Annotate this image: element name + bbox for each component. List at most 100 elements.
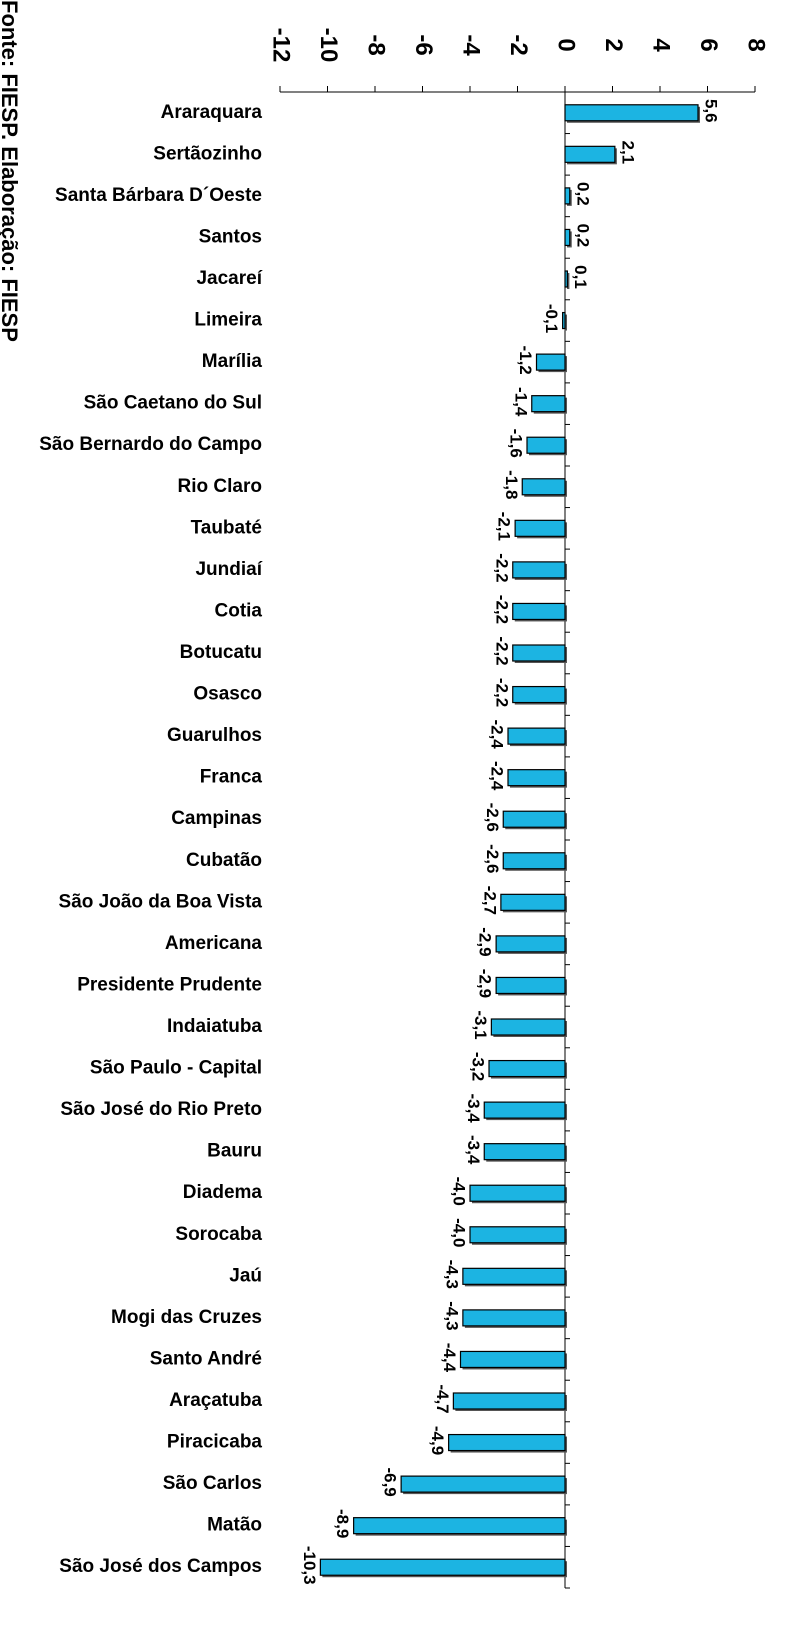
bar (462, 1267, 566, 1285)
bar (512, 685, 566, 704)
bar (495, 976, 566, 995)
y-tick-label: Jacareí (196, 268, 262, 289)
value-label: -2,7 (480, 886, 499, 915)
bar (564, 145, 616, 163)
bar (514, 519, 566, 537)
bar (564, 228, 571, 247)
bar (507, 727, 566, 745)
value-label: -6,9 (381, 1467, 400, 1496)
bar (483, 1101, 566, 1119)
value-label: -4,4 (440, 1343, 459, 1373)
y-tick-label: Mogi das Cruzes (111, 1307, 262, 1328)
y-tick-label: São José do Rio Preto (60, 1099, 262, 1120)
source-note: Fonte: FIESP. Elaboração: FIESP (0, 0, 22, 342)
value-label: -2,2 (492, 553, 511, 582)
x-tick-label: -12 (268, 28, 295, 63)
y-tick-label: São José dos Campos (59, 1556, 262, 1577)
value-label: -3,1 (471, 1010, 490, 1039)
value-label: 2,1 (618, 141, 637, 165)
y-tick-label: Franca (200, 767, 263, 788)
y-tick-label: Guarulhos (167, 725, 262, 746)
value-label: -2,4 (488, 719, 507, 749)
x-tick-label: 2 (600, 38, 627, 51)
y-tick-label: Campinas (171, 808, 262, 829)
bar (564, 270, 568, 288)
y-tick-label: Sertãozinho (153, 143, 262, 164)
bar (512, 602, 566, 621)
value-label: -10,3 (300, 1546, 319, 1585)
value-label: -3,4 (464, 1135, 483, 1165)
value-label: -4,3 (442, 1301, 461, 1330)
bar (353, 1517, 566, 1535)
value-label: -8,9 (333, 1509, 352, 1538)
bar (531, 395, 566, 413)
y-tick-label: Santa Bárbara D´Oeste (55, 185, 262, 206)
bar (500, 893, 566, 911)
x-tick-label: -6 (410, 34, 437, 55)
value-label: -2,6 (483, 803, 502, 832)
bar (469, 1184, 566, 1202)
y-tick-label: Marília (202, 351, 263, 372)
value-label: -4,9 (428, 1426, 447, 1455)
y-tick-label: Araçatuba (169, 1390, 262, 1411)
x-tick-label: -8 (363, 34, 390, 55)
bar (502, 852, 566, 870)
y-tick-label: Americana (165, 933, 263, 954)
y-tick-label: Cubatão (186, 850, 262, 871)
bar (400, 1475, 566, 1493)
y-tick-label: Matão (207, 1515, 262, 1536)
value-label: -1,6 (507, 429, 526, 458)
value-label: -4,0 (450, 1177, 469, 1206)
bar (469, 1226, 566, 1244)
y-tick-label: Jundiaí (195, 559, 262, 580)
y-tick-label: Diadema (183, 1182, 263, 1203)
y-tick-label: Presidente Prudente (77, 974, 262, 995)
y-tick-label: Limeira (194, 310, 262, 331)
bar (490, 1018, 566, 1036)
y-tick-label: Bauru (207, 1141, 262, 1162)
bar (502, 810, 566, 828)
y-tick-label: Araraquara (161, 102, 263, 123)
value-label: -2,2 (492, 678, 511, 707)
value-label: 5,6 (702, 99, 721, 123)
value-label: 0,2 (573, 224, 592, 248)
value-label: -4,0 (450, 1218, 469, 1247)
y-tick-label: São Paulo - Capital (90, 1058, 262, 1079)
value-label: -2,4 (488, 761, 507, 791)
x-tick-label: 6 (695, 38, 722, 51)
bar (535, 353, 566, 371)
bar-shadow (567, 273, 570, 289)
bar (459, 1350, 566, 1369)
bar (564, 187, 571, 205)
value-label: -2,1 (495, 512, 514, 541)
bar (495, 935, 566, 953)
value-label: 0,2 (573, 182, 592, 206)
bar (562, 311, 566, 330)
y-tick-label: Osasco (193, 684, 262, 705)
bar (488, 1059, 566, 1078)
value-label: -0,1 (542, 304, 561, 333)
y-tick-label: São João da Boa Vista (59, 891, 263, 912)
x-tick-label: 8 (743, 38, 770, 51)
y-tick-label: Rio Claro (178, 476, 262, 497)
x-tick-label: 4 (648, 38, 675, 52)
y-tick-label: Taubaté (191, 517, 262, 538)
y-tick-label: São Bernardo do Campo (39, 434, 262, 455)
value-label: -1,4 (511, 387, 530, 417)
value-label: 0,1 (571, 265, 590, 289)
y-tick-label: Santos (199, 226, 262, 247)
x-tick-label: -4 (458, 34, 485, 56)
y-tick-label: Cotia (215, 600, 263, 621)
y-tick-label: Piracicaba (167, 1432, 262, 1453)
x-tick-label: -2 (505, 34, 532, 55)
bar (512, 644, 566, 662)
bar (507, 769, 566, 787)
value-label: -1,2 (516, 345, 535, 374)
bar-shadow (564, 314, 567, 331)
bar (319, 1558, 566, 1576)
value-label: -2,9 (476, 927, 495, 956)
bar (462, 1309, 566, 1327)
y-tick-label: Jaú (229, 1265, 262, 1286)
bar (564, 104, 699, 122)
